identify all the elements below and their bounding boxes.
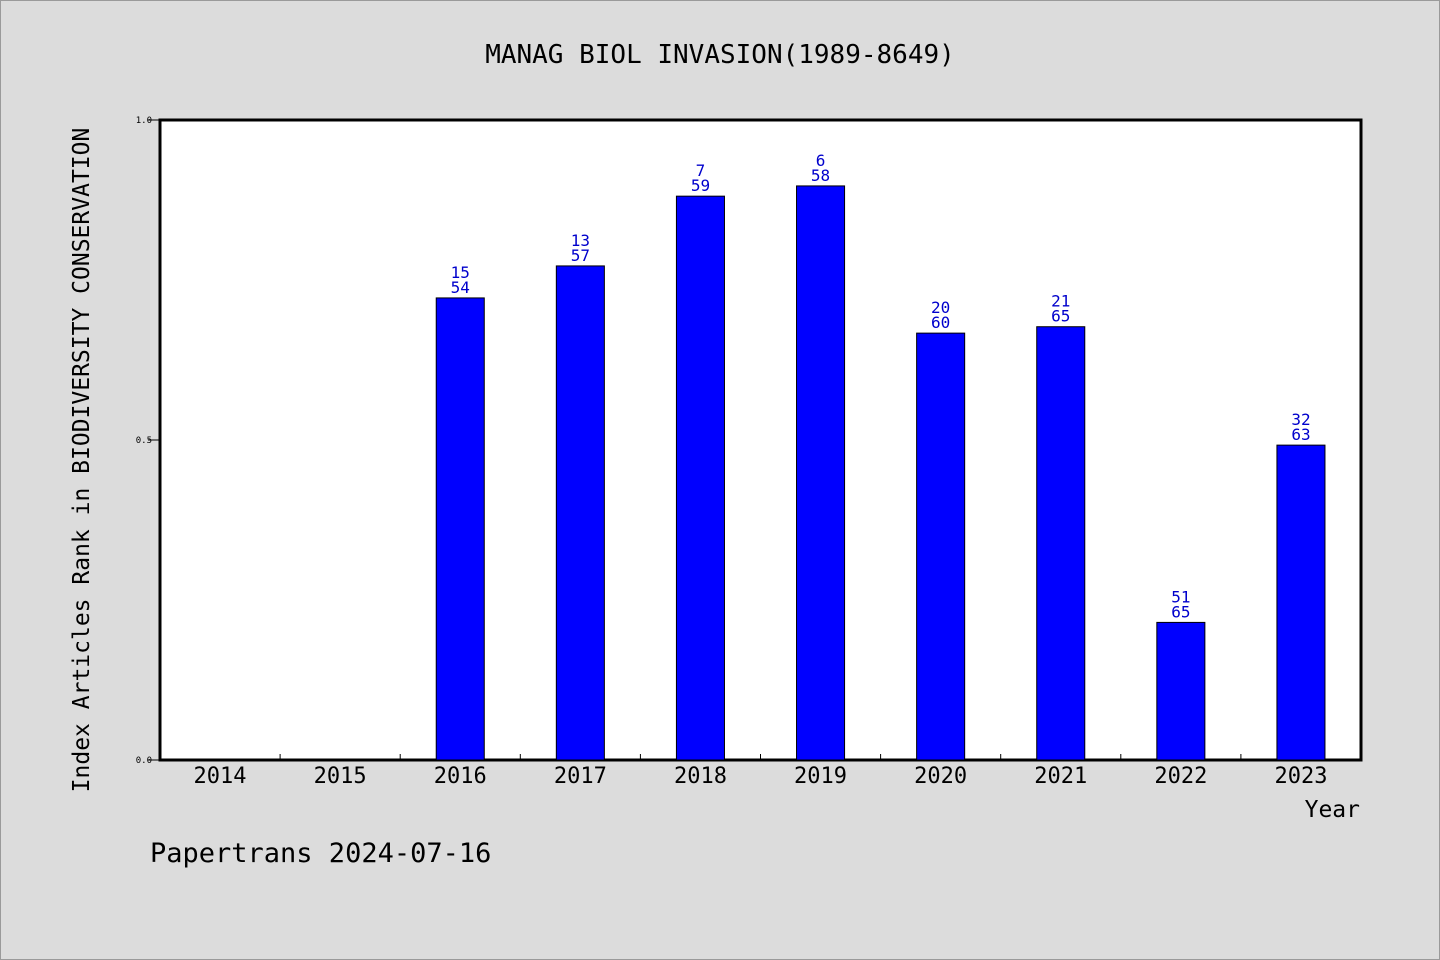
bar-label-total: 57 bbox=[571, 246, 590, 265]
bar-2017 bbox=[555, 265, 605, 761]
x-axis-label: Year bbox=[1305, 797, 1360, 823]
y-tick-label: 0.5 bbox=[136, 436, 152, 446]
bar-label-rank: 15 bbox=[451, 263, 470, 282]
bar-label-rank: 20 bbox=[931, 298, 950, 317]
x-tick-label: 2016 bbox=[434, 764, 487, 789]
x-tick-label: 2015 bbox=[314, 764, 367, 789]
x-tick-label: 2018 bbox=[674, 764, 727, 789]
x-tick-label: 2021 bbox=[1034, 764, 1087, 789]
y-tick-label: 1.0 bbox=[136, 116, 152, 126]
x-tick-label: 2019 bbox=[794, 764, 847, 789]
bar-label-rank: 13 bbox=[571, 231, 590, 250]
bar-label-rank: 32 bbox=[1291, 410, 1310, 429]
bar-label-total: 65 bbox=[1051, 307, 1070, 326]
bars bbox=[435, 185, 1326, 761]
bar-label-rank: 7 bbox=[696, 161, 706, 180]
bar-label-total: 59 bbox=[691, 176, 710, 195]
bar-label-total: 54 bbox=[451, 278, 470, 297]
x-tick-label: 2023 bbox=[1274, 764, 1327, 789]
bar-2018 bbox=[675, 195, 725, 761]
bar-label-rank: 6 bbox=[816, 151, 826, 170]
footer-credit: Papertrans 2024-07-16 bbox=[150, 838, 491, 869]
bar-label-total: 65 bbox=[1171, 602, 1190, 621]
chart-title: MANAG BIOL INVASION(1989-8649) bbox=[485, 40, 955, 70]
bar-label-total: 60 bbox=[931, 313, 950, 332]
bar-label-rank: 21 bbox=[1051, 292, 1070, 311]
bar-label-rank: 51 bbox=[1171, 587, 1190, 606]
bar-label-total: 63 bbox=[1291, 425, 1310, 444]
x-axis-ticks: 2014 2015 2016 2017 2018 2019 2020 2021 2022 2023 bbox=[194, 754, 1327, 789]
x-tick-label: 2014 bbox=[194, 764, 247, 789]
bar-2020 bbox=[916, 332, 966, 761]
y-axis-label: Index Articles Rank in BIODIVERSITY CONS… bbox=[69, 128, 95, 793]
x-tick-label: 2017 bbox=[554, 764, 607, 789]
bar-2021 bbox=[1036, 326, 1086, 761]
bar-2019 bbox=[796, 185, 846, 761]
bar-2016 bbox=[435, 297, 485, 761]
bar-2023 bbox=[1276, 444, 1326, 761]
x-tick-label: 2020 bbox=[914, 764, 967, 789]
y-axis-ticks: 0.0 0.5 1.0 bbox=[136, 116, 160, 766]
bar-label-total: 58 bbox=[811, 166, 830, 185]
bar-2022 bbox=[1156, 621, 1206, 761]
x-tick-label: 2022 bbox=[1154, 764, 1207, 789]
y-tick-label: 0.0 bbox=[136, 756, 152, 766]
